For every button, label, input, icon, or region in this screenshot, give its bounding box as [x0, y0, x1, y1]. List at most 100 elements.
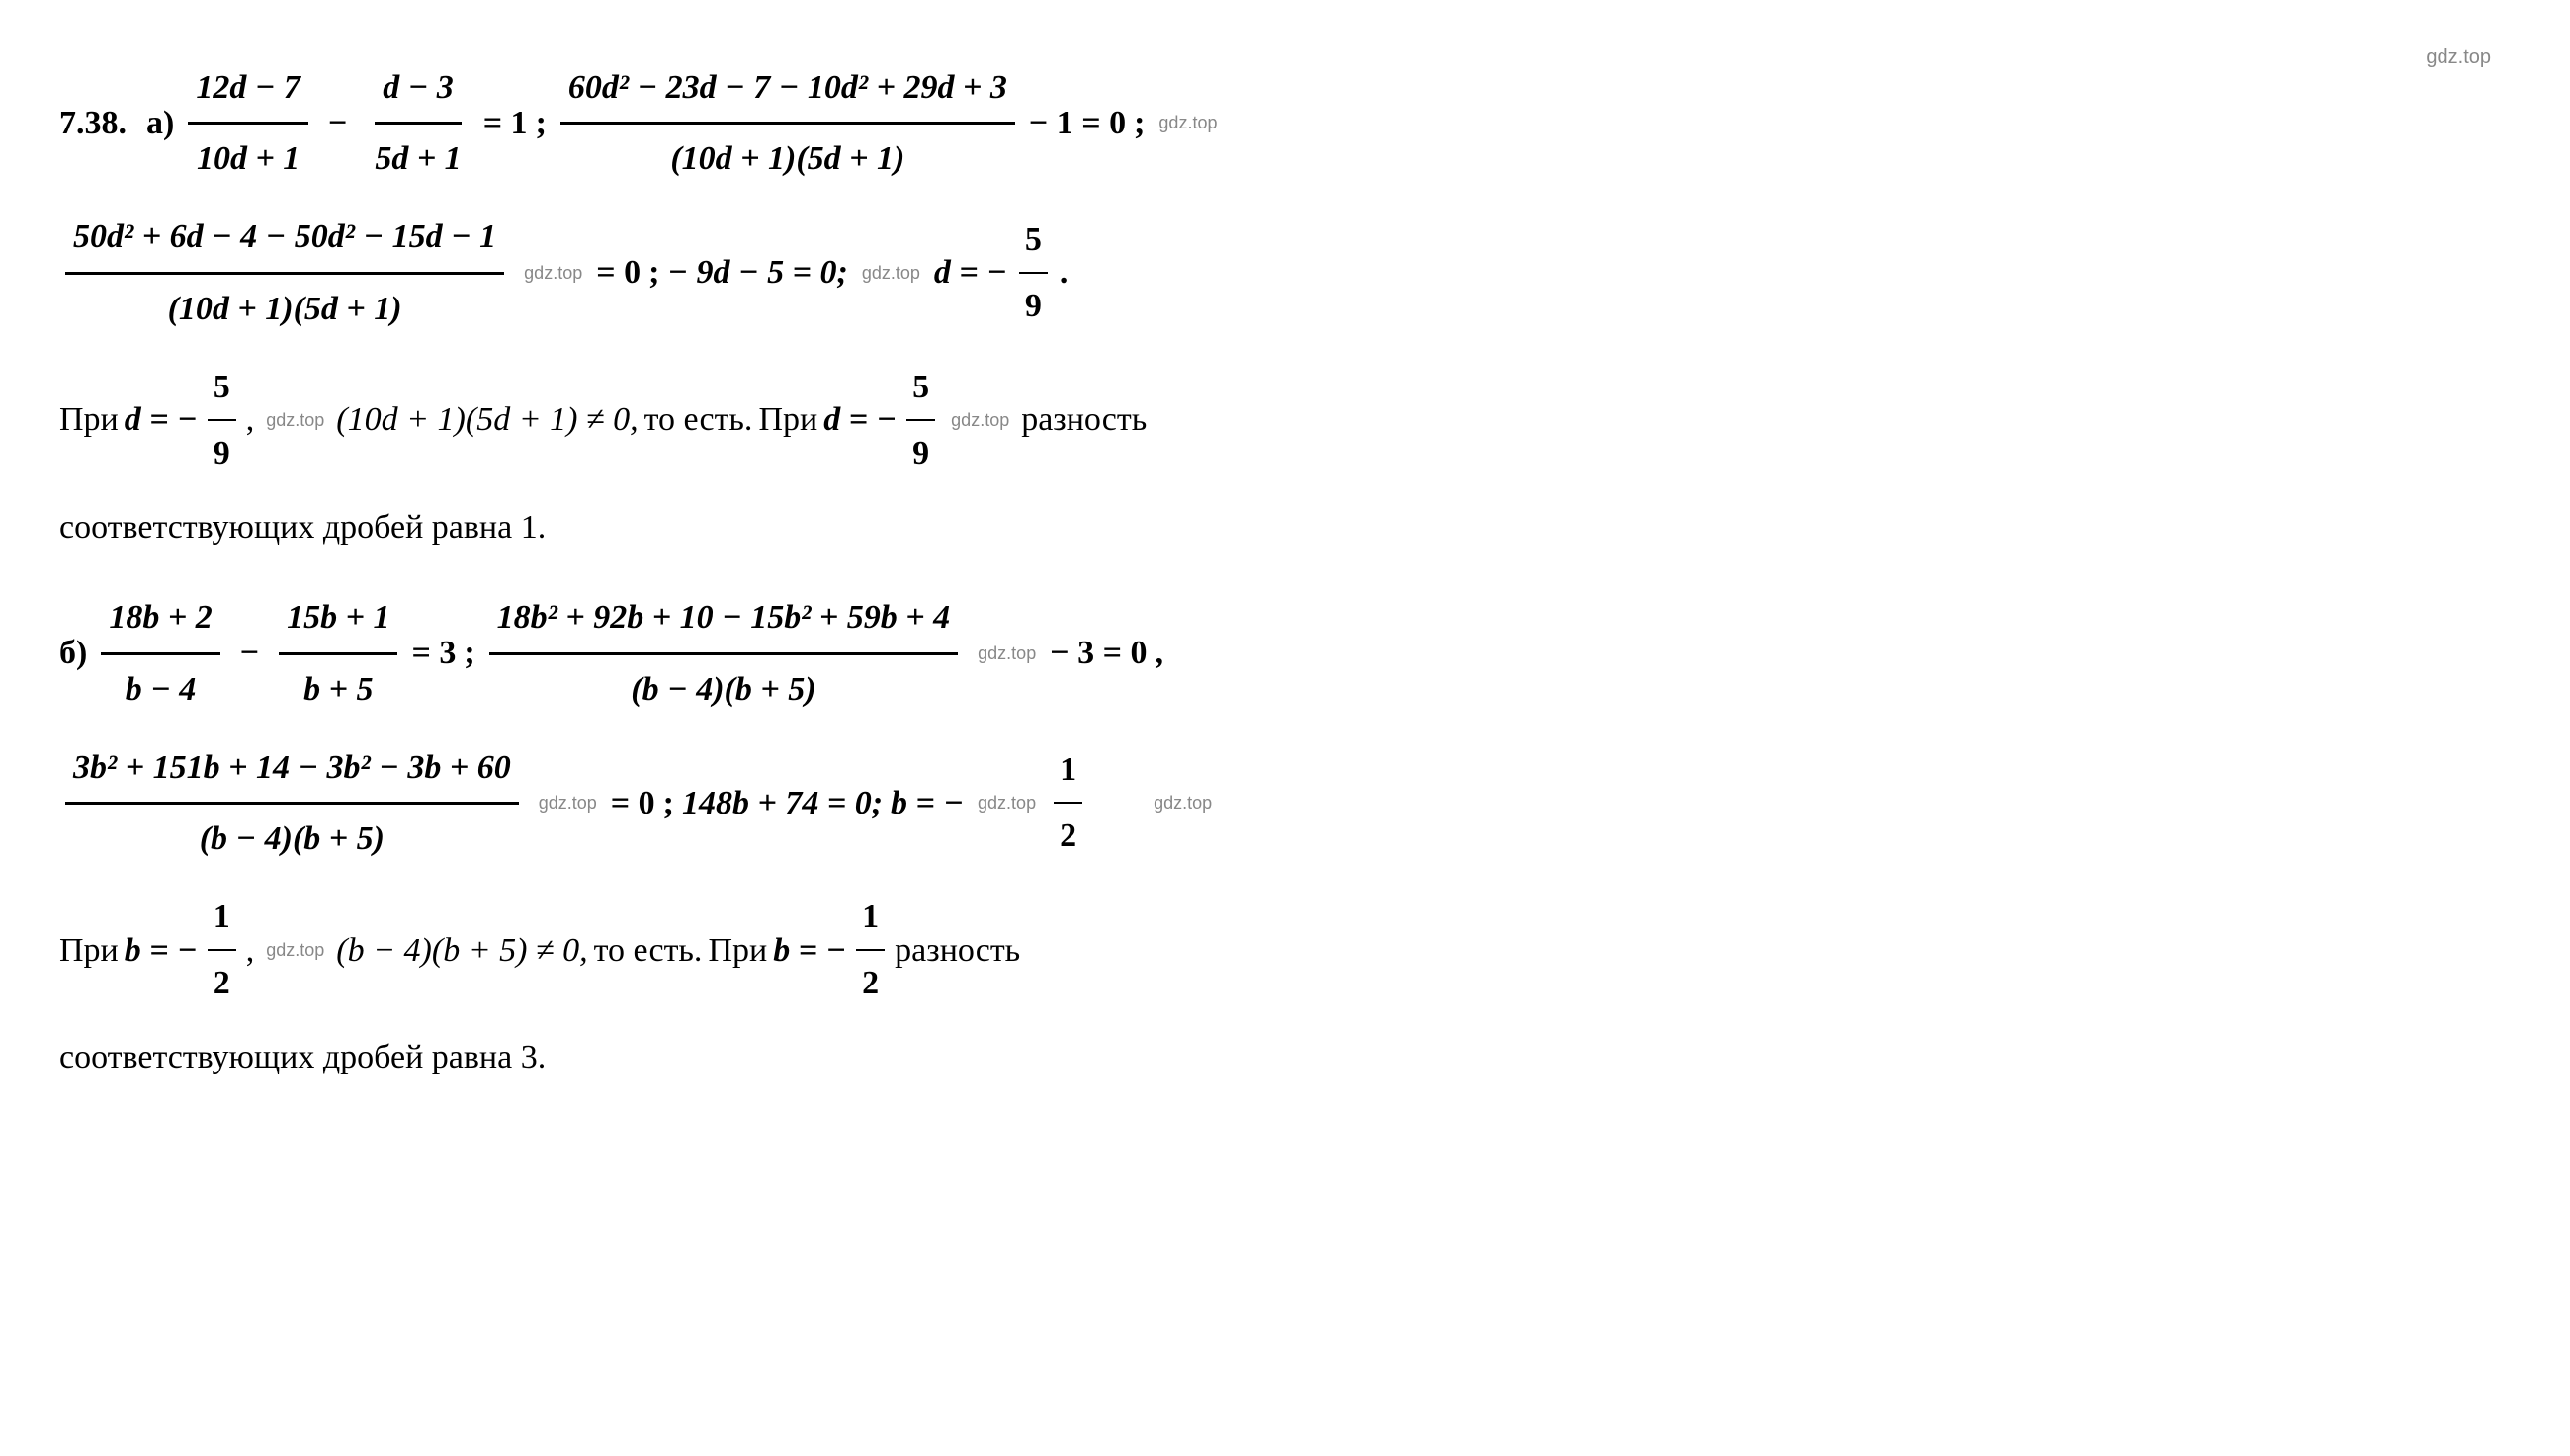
- equals-rhs: = 1: [483, 93, 528, 153]
- text: При: [59, 389, 119, 450]
- eq-a-2: 50d² + 6d − 4 − 50d² − 15d − 1 (10d + 1)…: [59, 207, 2511, 338]
- text: разность: [1021, 389, 1147, 450]
- fraction: 15b + 1 b + 5: [279, 587, 397, 719]
- result-prefix: d = −: [934, 242, 1007, 302]
- fraction: 3b² + 151b + 14 − 3b² − 3b + 60 (b − 4)(…: [65, 737, 519, 869]
- conclusion-b-2: соответствующих дробей равна 3.: [59, 1027, 2511, 1087]
- numerator: 1: [1054, 739, 1082, 804]
- numerator: 18b + 2: [101, 587, 219, 654]
- watermark: gdz.top: [978, 787, 1036, 818]
- minus-op: −: [328, 93, 347, 153]
- watermark: gdz.top: [951, 404, 1009, 436]
- separator: ,: [1155, 623, 1163, 683]
- numerator: 5: [906, 357, 935, 421]
- numerator: 5: [208, 357, 236, 421]
- numerator: 15b + 1: [279, 587, 397, 654]
- problem-a: 7.38. а) 12d − 7 10d + 1 − d − 3 5d + 1 …: [59, 57, 2511, 557]
- separator: ;: [648, 242, 659, 302]
- fraction-small: 5 9: [1019, 210, 1048, 336]
- var-eq: d = −: [125, 389, 198, 450]
- conclusion-a-1: При d = − 5 9 , gdz.top (10d + 1)(5d + 1…: [59, 357, 2511, 483]
- separator: ;: [536, 93, 547, 153]
- dot: .: [1060, 242, 1069, 302]
- numerator: 3b² + 151b + 14 − 3b² − 3b + 60: [65, 737, 519, 805]
- fraction-small: 1 2: [208, 887, 236, 1013]
- denominator: 2: [208, 951, 236, 1013]
- denominator: (b − 4)(b + 5): [623, 655, 823, 720]
- fraction: d − 3 5d + 1: [367, 57, 469, 189]
- numerator: 12d − 7: [188, 57, 308, 125]
- numerator: 5: [1019, 210, 1048, 274]
- fraction: 18b + 2 b − 4: [101, 587, 219, 719]
- separator: ;: [464, 623, 474, 683]
- comma: ,: [246, 920, 255, 981]
- watermark: gdz.top: [978, 638, 1036, 669]
- tail: − 3 = 0: [1050, 623, 1147, 683]
- denominator: (10d + 1)(5d + 1): [662, 125, 912, 189]
- fraction-small: 1 2: [1054, 739, 1082, 866]
- text: то есть.: [644, 389, 753, 450]
- numerator: 1: [856, 887, 885, 951]
- tail: − 1 = 0: [1029, 93, 1126, 153]
- denominator: b + 5: [296, 655, 381, 720]
- part-label-a: а): [146, 93, 174, 153]
- tail: = 0: [611, 773, 655, 833]
- conclusion-a-2: соответствующих дробей равна 1.: [59, 497, 2511, 557]
- tail: = 0: [596, 242, 641, 302]
- watermark: gdz.top: [266, 404, 324, 436]
- part-label-b: б): [59, 623, 87, 683]
- numerator: 50d² + 6d − 4 − 50d² − 15d − 1: [65, 207, 504, 274]
- mid-eq: 148b + 74 = 0;: [682, 773, 883, 833]
- text: соответствующих дробей равна 3.: [59, 1027, 546, 1087]
- watermark: gdz.top: [862, 257, 920, 289]
- denominator: (10d + 1)(5d + 1): [160, 275, 410, 339]
- denominator: 5d + 1: [367, 125, 469, 189]
- separator: ;: [663, 773, 674, 833]
- text: При: [758, 389, 817, 450]
- problem-label: 7.38.: [59, 93, 127, 153]
- text: соответствующих дробей равна 1.: [59, 497, 546, 557]
- denominator: 2: [1054, 804, 1082, 866]
- fraction-small: 1 2: [856, 887, 885, 1013]
- text: разность: [895, 920, 1020, 981]
- var-eq: b = −: [773, 920, 846, 981]
- equals-rhs: = 3: [411, 623, 456, 683]
- denominator: b − 4: [118, 655, 205, 720]
- watermark: gdz.top: [524, 257, 582, 289]
- problem-b: б) 18b + 2 b − 4 − 15b + 1 b + 5 = 3 ; 1…: [59, 587, 2511, 1087]
- eq-a-1: 7.38. а) 12d − 7 10d + 1 − d − 3 5d + 1 …: [59, 57, 2511, 189]
- separator: ;: [1134, 93, 1145, 153]
- eq-b-2: 3b² + 151b + 14 − 3b² − 3b + 60 (b − 4)(…: [59, 737, 2511, 869]
- numerator: 18b² + 92b + 10 − 15b² + 59b + 4: [489, 587, 959, 654]
- watermark-top-right: gdz.top: [2426, 40, 2491, 75]
- numerator: d − 3: [375, 57, 462, 125]
- text: При: [708, 920, 767, 981]
- watermark: gdz.top: [1154, 787, 1212, 818]
- numerator: 1: [208, 887, 236, 951]
- fraction: 60d² − 23d − 7 − 10d² + 29d + 3 (10d + 1…: [560, 57, 1015, 189]
- mid-eq: − 9d − 5 = 0;: [667, 242, 847, 302]
- var-eq: b = −: [125, 920, 198, 981]
- watermark: gdz.top: [1158, 107, 1217, 138]
- fraction: 50d² + 6d − 4 − 50d² − 15d − 1 (10d + 1)…: [65, 207, 504, 338]
- conclusion-b-1: При b = − 1 2 , gdz.top (b − 4)(b + 5) ≠…: [59, 887, 2511, 1013]
- minus-op: −: [240, 623, 259, 683]
- text: При: [59, 920, 119, 981]
- denominator: 9: [208, 421, 236, 483]
- denominator: 2: [856, 951, 885, 1013]
- denominator: 10d + 1: [189, 125, 307, 189]
- result-prefix: b = −: [891, 773, 964, 833]
- fraction: 18b² + 92b + 10 − 15b² + 59b + 4 (b − 4)…: [489, 587, 959, 719]
- fraction: 12d − 7 10d + 1: [188, 57, 308, 189]
- watermark: gdz.top: [539, 787, 597, 818]
- var-eq: d = −: [823, 389, 897, 450]
- fraction-small: 5 9: [906, 357, 935, 483]
- text: то есть.: [594, 920, 703, 981]
- watermark: gdz.top: [266, 934, 324, 966]
- denominator: 9: [1019, 274, 1048, 336]
- condition: (10d + 1)(5d + 1) ≠ 0,: [336, 389, 638, 450]
- condition: (b − 4)(b + 5) ≠ 0,: [336, 920, 587, 981]
- denominator: 9: [906, 421, 935, 483]
- comma: ,: [246, 389, 255, 450]
- denominator: (b − 4)(b + 5): [192, 805, 392, 869]
